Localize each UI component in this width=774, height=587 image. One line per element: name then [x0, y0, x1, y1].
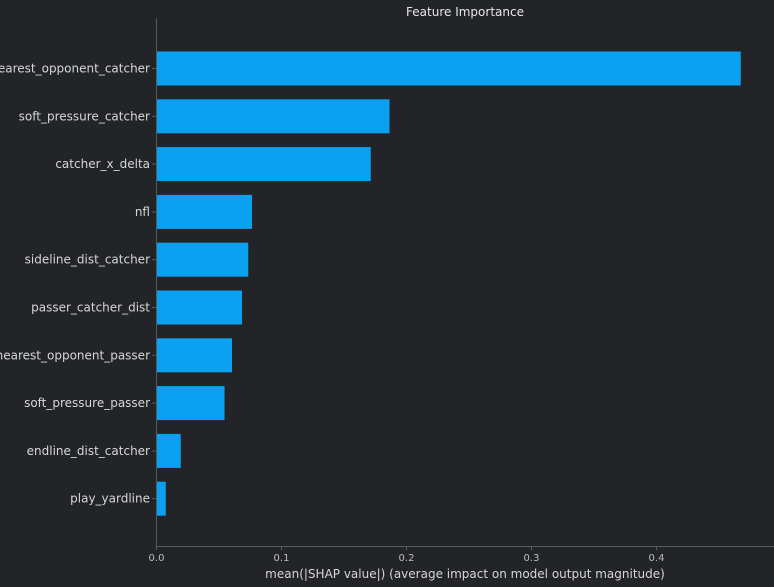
bar-nearest_opponent_catcher: [157, 51, 741, 86]
category-label: play_yardline: [70, 492, 150, 506]
category-labels: nearest_opponent_catcher soft_pressure_ca…: [0, 62, 156, 506]
x-tick-label: 0.2: [399, 553, 415, 564]
category-label: nearest_opponent_catcher: [0, 62, 150, 76]
bar-endline_dist_catcher: [157, 433, 181, 468]
bar-sideline_dist_catcher: [157, 242, 249, 277]
bar-nfl: [157, 194, 252, 229]
category-label: nearest_opponent_passer: [0, 348, 150, 362]
category-label: nfl: [135, 205, 150, 219]
category-label: sideline_dist_catcher: [25, 253, 150, 267]
bar-soft_pressure_passer: [157, 386, 225, 421]
x-axis-label: mean(|SHAP value|) (average impact on mo…: [265, 567, 665, 581]
bar-passer_catcher_dist: [157, 290, 242, 325]
bar-nearest_opponent_passer: [157, 338, 232, 373]
x-tick-label: 0.1: [274, 553, 290, 564]
category-label: soft_pressure_catcher: [19, 109, 150, 123]
x-ticks: 0.0 0.1 0.2 0.3 0.4: [149, 546, 665, 564]
x-tick-label: 0.4: [649, 553, 665, 564]
x-axis: [156, 18, 774, 547]
bar-soft_pressure_catcher: [157, 99, 390, 134]
x-tick-label: 0.0: [149, 553, 165, 564]
bar-play_yardline: [157, 481, 166, 516]
bars-layer: [157, 51, 741, 516]
category-label: soft_pressure_passer: [24, 396, 150, 410]
bar-catcher_x_delta: [157, 147, 371, 182]
category-label: catcher_x_delta: [55, 157, 150, 171]
x-tick-label: 0.3: [524, 553, 540, 564]
chart-title: Feature Importance: [406, 5, 524, 19]
category-label: endline_dist_catcher: [27, 444, 150, 458]
category-label: passer_catcher_dist: [31, 301, 150, 315]
